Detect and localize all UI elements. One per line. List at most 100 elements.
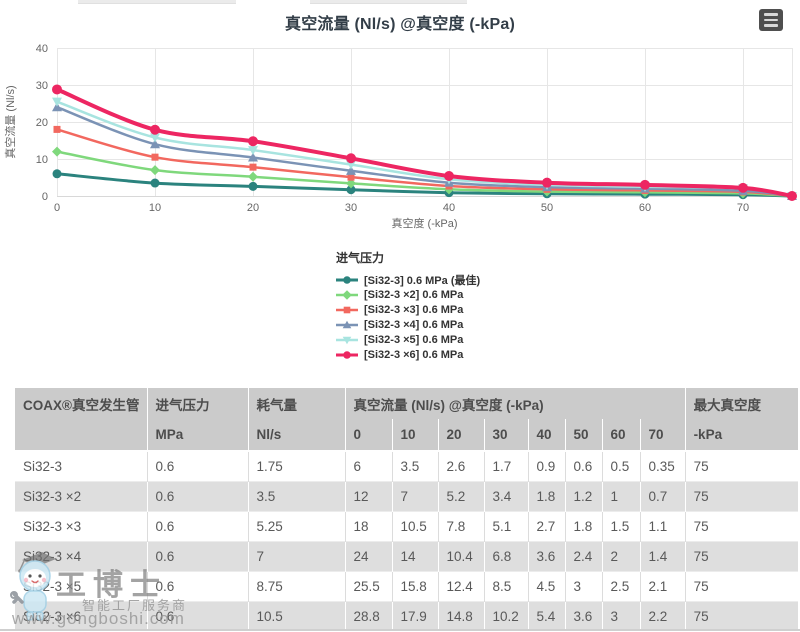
table-cell: 0.9	[527, 451, 565, 482]
legend-item-1[interactable]: [Si32-3 ×2] 0.6 MPa	[336, 287, 480, 302]
legend-item-3[interactable]: [Si32-3 ×4] 0.6 MPa	[336, 317, 480, 332]
legend-marker-icon	[336, 336, 358, 344]
table-header-cell: 最大真空度	[684, 388, 799, 419]
table-cell: 1	[601, 481, 640, 512]
table-cell: 5.25	[247, 511, 345, 542]
table-cell: 5.4	[527, 601, 565, 631]
legend-item-0[interactable]: [Si32-3] 0.6 MPa (最佳)	[336, 272, 480, 287]
table-cell: 10.4	[437, 541, 484, 572]
table-subheader-cell: 40	[527, 419, 565, 452]
cropped-browser-tab	[310, 0, 467, 4]
table-header-cell: 耗气量	[247, 388, 345, 419]
svg-text:20: 20	[247, 202, 259, 214]
table-cell: 1.2	[564, 481, 602, 512]
coax-spec-table: COAX®真空发生管 进气压力 耗气量 真空流量 (Nl/s) @真空度 (-kPa)…	[15, 388, 799, 631]
table-subheader-cell: -kPa	[684, 419, 799, 452]
table-header-cell: COAX®真空发生管	[15, 388, 147, 419]
table-cell: 3.5	[391, 451, 438, 482]
table-subheader-cell: 70	[639, 419, 686, 452]
table-cell: 25.5	[344, 571, 392, 602]
table-cell: 3	[564, 571, 602, 602]
x-axis-title: 真空度 (-kPa)	[392, 216, 458, 230]
table-cell: 1.1	[639, 511, 686, 542]
legend-item-2[interactable]: [Si32-3 ×3] 0.6 MPa	[336, 302, 480, 317]
legend-marker-icon	[336, 306, 358, 313]
table-cell: 75	[684, 541, 799, 572]
table-cell: 1.7	[483, 451, 528, 482]
y-axis-title: 真空流量 (Nl/s)	[3, 85, 17, 158]
legend-item-label: [Si32-3 ×6] 0.6 MPa	[364, 348, 464, 361]
legend-marker-icon	[336, 289, 358, 300]
table-cell: 10.5	[391, 511, 438, 542]
table-subheader-cell: 30	[483, 419, 528, 452]
svg-text:70: 70	[737, 202, 749, 214]
table-subheader-cell: MPa	[146, 419, 248, 452]
table-cell: 75	[684, 601, 799, 631]
table-cell: 2.6	[437, 451, 484, 482]
svg-text:40: 40	[36, 43, 48, 55]
table-header-cell: 进气压力	[146, 388, 248, 419]
chart-title: 真空流量 (Nl/s) @真空度 (-kPa)	[285, 16, 515, 33]
svg-text:40: 40	[443, 202, 455, 214]
table-header-cell: 真空流量 (Nl/s) @真空度 (-kPa)	[344, 388, 686, 419]
cropped-browser-tab	[78, 0, 236, 4]
table-subheader-cell	[15, 419, 147, 452]
table-row-0: Si32-3 0.6 1.75 6 3.5 2.6 1.7 0.9 0.6 0.5 0.35 75	[15, 451, 799, 482]
table-subheader-cell: 50	[564, 419, 602, 452]
hamburger-menu-icon	[764, 13, 778, 16]
table-cell: Si32-3 ×4	[23, 549, 82, 564]
svg-text:60: 60	[639, 202, 651, 214]
table-cell: Si32-3 ×5	[23, 579, 82, 594]
table-cell: 1.75	[247, 451, 345, 482]
table-subheader-cell: 60	[601, 419, 640, 452]
table-cell: 0.6	[146, 451, 248, 482]
table-row-1: Si32-3 ×2 0.6 3.5 12 7 5.2 3.4 1.8 1.2 1 0.7 75	[15, 481, 799, 512]
table-row-4: Si32-3 ×5 0.6 8.75 25.5 15.8 12.4 8.5 4.5 3 2.5 2.…	[15, 571, 799, 602]
table-cell: Si32-3 ×6	[23, 609, 82, 624]
table-subheader-cell: 0	[344, 419, 392, 452]
legend-item-label: [Si32-3 ×2] 0.6 MPa	[364, 288, 464, 301]
chart-export-menu-button[interactable]	[759, 9, 783, 31]
table-cell: 7.8	[437, 511, 484, 542]
table-cell: 10.5	[247, 601, 345, 631]
legend-item-label: [Si32-3 ×4] 0.6 MPa	[364, 318, 464, 331]
table-cell: 0.6	[146, 571, 248, 602]
table-cell: 24	[344, 541, 392, 572]
cropped-section-divider	[0, 629, 800, 631]
svg-text:10: 10	[36, 154, 48, 166]
table-cell: 7	[391, 481, 438, 512]
table-cell: 0.6	[146, 541, 248, 572]
table-cell: 15.8	[391, 571, 438, 602]
table-cell: 2.1	[639, 571, 686, 602]
table-cell: 0.6	[146, 511, 248, 542]
table-row-2: Si32-3 ×3 0.6 5.25 18 10.5 7.8 5.1 2.7 1.8 1.5 1.1…	[15, 511, 799, 542]
table-cell: 5.1	[483, 511, 528, 542]
table-cell: 2.4	[564, 541, 602, 572]
table-cell: 75	[684, 571, 799, 602]
svg-text:0: 0	[54, 202, 60, 214]
table-cell: 14.8	[437, 601, 484, 631]
table-cell: 17.9	[391, 601, 438, 631]
svg-text:20: 20	[36, 117, 48, 129]
legend-item-4[interactable]: [Si32-3 ×5] 0.6 MPa	[336, 332, 480, 347]
table-cell: 28.8	[344, 601, 392, 631]
table-cell: 2.2	[639, 601, 686, 631]
table-cell: 3.6	[564, 601, 602, 631]
table-cell: 8.5	[483, 571, 528, 602]
legend-title: 进气压力	[336, 251, 385, 265]
table-cell: 18	[344, 511, 392, 542]
svg-text:0: 0	[42, 191, 48, 203]
table-subheader-cell: 20	[437, 419, 484, 452]
table-cell: 1.5	[601, 511, 640, 542]
table-cell: 6.8	[483, 541, 528, 572]
table-cell: 1.8	[527, 481, 565, 512]
legend-item-5[interactable]: [Si32-3 ×6] 0.6 MPa	[336, 347, 480, 362]
table-cell: 14	[391, 541, 438, 572]
table-cell: 75	[684, 481, 799, 512]
table-cell: 2	[601, 541, 640, 572]
table-cell: 0.35	[639, 451, 686, 482]
table-cell: 4.5	[527, 571, 565, 602]
legend-item-label: [Si32-3 ×5] 0.6 MPa	[364, 333, 464, 346]
table-cell: 0.6	[564, 451, 602, 482]
svg-text:10: 10	[149, 202, 161, 214]
